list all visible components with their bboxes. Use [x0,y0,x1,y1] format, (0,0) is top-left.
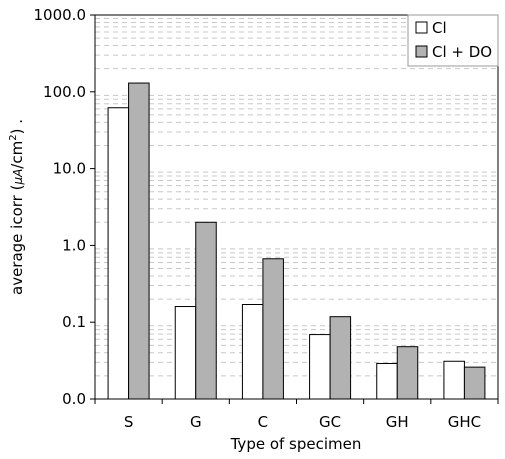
y-tick-label: 100.0 [43,83,86,101]
legend-swatch-cl-do [415,45,428,58]
legend-swatch-cl [415,21,428,34]
legend-label-cl: Cl [432,19,447,37]
x-tick-label: GH [386,413,409,431]
y-axis-title-unit-a: μA [11,169,25,186]
x-axis-ticks: S G C GC GH GHC [94,399,499,431]
legend: Cl Cl + DO [407,14,499,67]
bar-gc-cl [309,334,331,400]
bar-g-cl-do [195,221,217,400]
bar-c-cl-do [262,258,284,400]
bar-gc-cl-do [329,316,352,400]
x-tick-label: GC [319,413,341,431]
y-axis-ticks: 0.0 0.1 1.0 10.0 100.0 1000.0 [34,6,95,408]
legend-label-cl-do: Cl + DO [432,43,492,61]
x-tick-label: C [258,413,268,431]
bar-s-cl [107,107,130,400]
y-tick-label: 1000.0 [34,6,87,24]
y-axis-title-unit-b: /cm [8,141,26,169]
y-axis-title-superscript: 2 [8,134,19,140]
y-tick-label: 0.1 [62,313,86,331]
grid-lines [95,18,498,377]
x-tick-label: GHC [448,413,481,431]
y-axis-title: average icorr (μA/cm2) . [8,119,26,295]
bar-gh-cl-do [396,346,419,400]
y-tick-label: 10.0 [53,160,86,178]
bar-ghc-cl-do [463,366,486,400]
bar-gh-cl [376,362,398,400]
y-tick-label: 1.0 [62,236,86,254]
bar-ghc-cl [443,360,465,400]
x-axis-title: Type of specimen [230,435,362,453]
x-tick-label: S [124,413,134,431]
y-axis-title-tail: ) . [8,119,26,134]
x-tick-label: G [190,413,202,431]
y-axis-title-main: average icorr ( [8,185,26,295]
bar-c-cl [241,304,264,400]
plot-area-frame [94,14,499,400]
bar-s-cl-do [128,82,150,400]
bars [107,82,486,400]
bar-g-cl [174,306,197,400]
y-tick-label: 0.0 [62,390,86,408]
